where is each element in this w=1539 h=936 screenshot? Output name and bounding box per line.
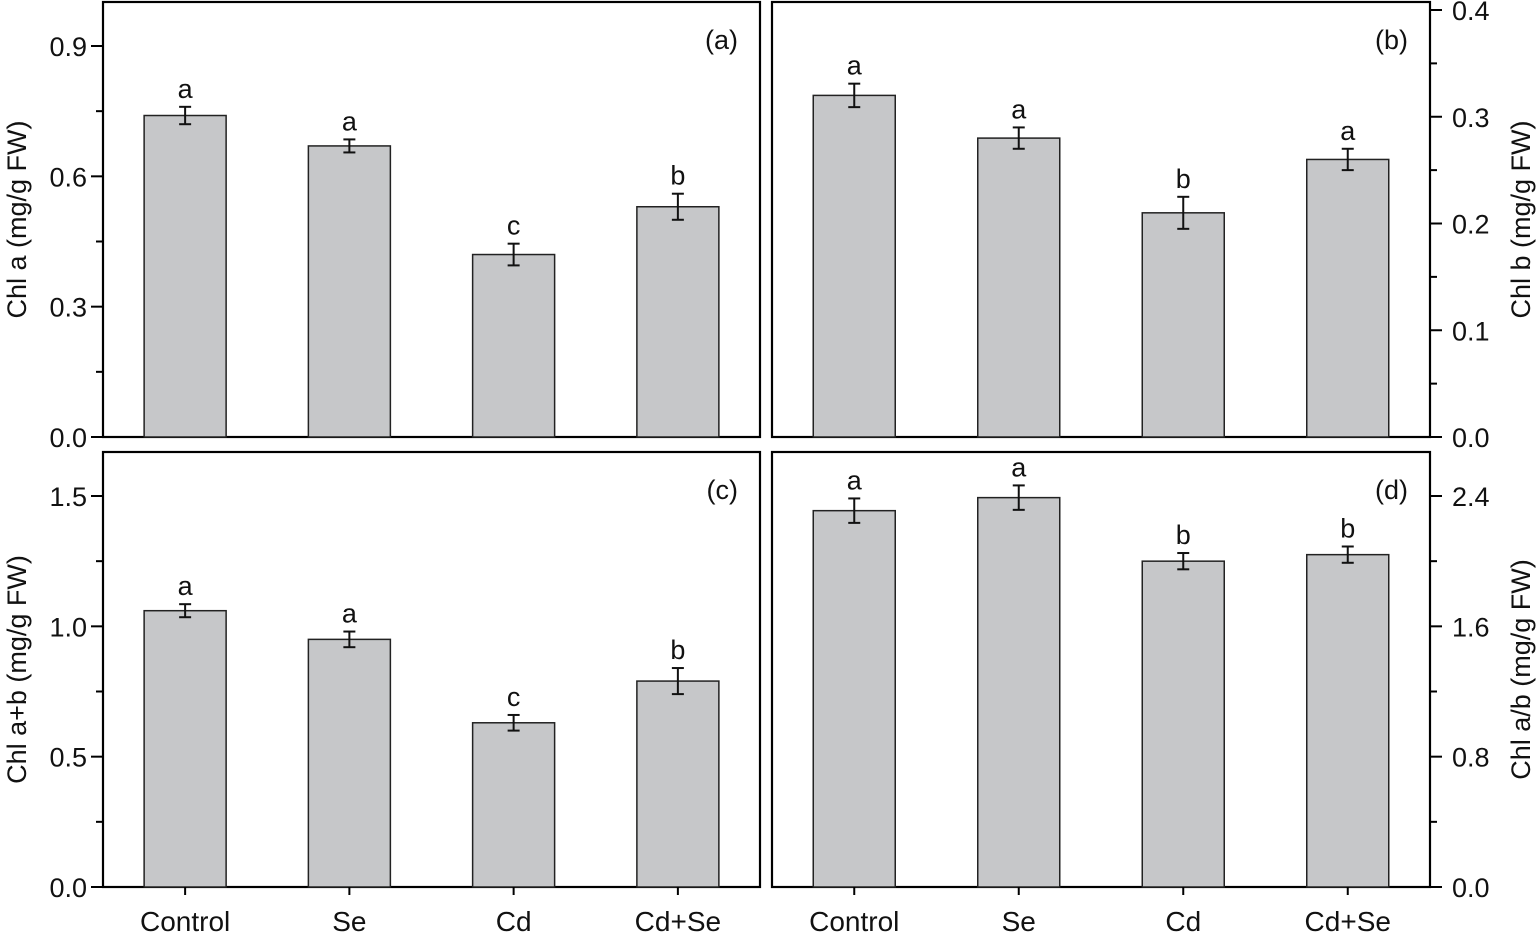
significance-letter: b (1176, 520, 1191, 550)
significance-letter: a (847, 51, 863, 81)
plot-frame (770, 0, 1432, 439)
significance-letter: b (1340, 514, 1355, 544)
y-tick-label: 1.6 (1452, 612, 1490, 642)
y-tick-label: 0.3 (1452, 103, 1490, 133)
bar (1141, 212, 1225, 438)
x-tick-label: Cd+Se (635, 906, 721, 936)
significance-letter: a (178, 74, 194, 104)
panel-tag: (b) (1375, 25, 1408, 55)
panel-c: 0.0 0.5 1.0 1.5 Chl a+b (mg/g FW) (c) a Control… (2, 450, 762, 936)
y-tick-label: 0.4 (1452, 0, 1490, 26)
bar (307, 638, 392, 888)
y-tick-label: 0.5 (49, 743, 87, 773)
bar (636, 205, 720, 438)
bar (471, 253, 556, 438)
x-tick-label: Se (332, 906, 366, 936)
y-tick-label: 0.0 (49, 423, 87, 453)
y-tick-label: 0.1 (1452, 316, 1490, 346)
bar (143, 609, 227, 888)
bar (812, 94, 896, 438)
bar (812, 509, 896, 888)
panel-b: 0.0 0.1 0.2 0.3 0.4 Chl b (mg/g FW) (b) a a b a (770, 0, 1536, 453)
significance-letter: a (847, 465, 863, 495)
bar (1141, 560, 1225, 888)
x-tick-label: Se (1002, 906, 1036, 936)
significance-letter: a (342, 599, 358, 629)
panel-tag: (d) (1375, 475, 1408, 505)
x-tick-label: Control (809, 906, 899, 936)
significance-letter: a (1011, 94, 1027, 124)
x-tick-label: Cd (496, 906, 532, 936)
y-tick-label: 0.0 (1452, 423, 1490, 453)
bar (636, 680, 720, 888)
plot-frame (101, 450, 762, 889)
y-tick-label: 0.9 (49, 32, 87, 62)
panel-tag: (a) (705, 25, 738, 55)
y-tick-label: 0.6 (49, 162, 87, 192)
plot-frame (770, 450, 1432, 889)
y-tick-label: 1.0 (49, 612, 87, 642)
y-axis-title: Chl a/b (mg/g FW) (1506, 559, 1536, 780)
y-axis-title: Chl a (mg/g FW) (2, 120, 32, 318)
bar (977, 137, 1061, 438)
x-tick-label: Control (140, 906, 230, 936)
significance-letter: c (507, 682, 521, 712)
x-tick-label: Cd (1165, 906, 1201, 936)
significance-letter: b (670, 161, 685, 191)
bar (1306, 553, 1390, 888)
y-tick-label: 2.4 (1452, 482, 1490, 512)
bar (307, 145, 392, 438)
y-tick-label: 0.3 (49, 293, 87, 323)
significance-letter: a (342, 106, 358, 136)
bar (977, 496, 1061, 888)
y-tick-label: 1.5 (49, 482, 87, 512)
y-axis-title: Chl a+b (mg/g FW) (2, 555, 32, 784)
bar (143, 114, 227, 438)
panel-a: 0.0 0.3 0.6 0.9 Chl a (mg/g FW) (a) a a c b (2, 0, 762, 453)
significance-letter: a (178, 571, 194, 601)
significance-letter: b (1176, 164, 1191, 194)
panel-tag: (c) (707, 475, 738, 505)
significance-letter: a (1340, 116, 1356, 146)
significance-letter: a (1011, 452, 1027, 482)
bar (1306, 158, 1390, 438)
plot-frame (101, 0, 762, 439)
y-tick-label: 0.0 (1452, 873, 1490, 903)
y-tick-label: 0.2 (1452, 210, 1490, 240)
x-tick-label: Cd+Se (1305, 906, 1391, 936)
bar (471, 722, 556, 888)
significance-letter: c (507, 211, 521, 241)
y-tick-label: 0.0 (49, 873, 87, 903)
significance-letter: b (670, 635, 685, 665)
y-tick-label: 0.8 (1452, 743, 1490, 773)
panel-d: 0.0 0.8 1.6 2.4 Chl a/b (mg/g FW) (d) a Control… (770, 450, 1536, 936)
y-axis-title: Chl b (mg/g FW) (1506, 120, 1536, 318)
